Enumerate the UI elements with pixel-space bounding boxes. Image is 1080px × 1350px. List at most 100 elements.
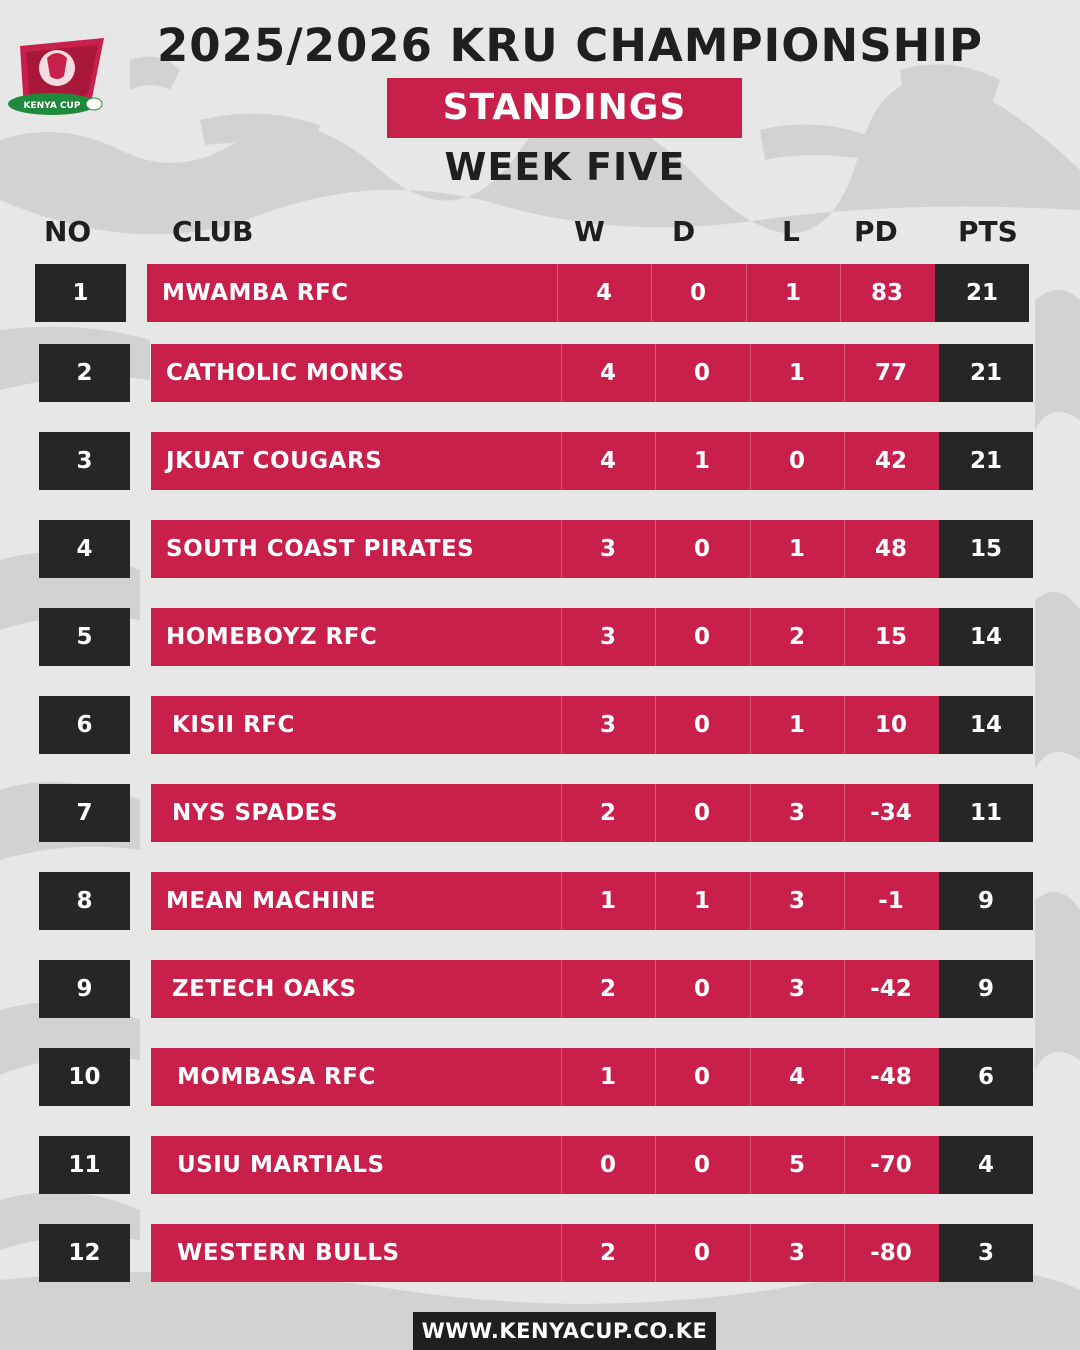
column-header-w: W — [574, 215, 605, 248]
wins-cell: 0 — [599, 1152, 616, 1178]
column-divider — [561, 520, 562, 578]
wins-cell: 3 — [599, 712, 616, 738]
points-cell: 9 — [939, 872, 1033, 930]
club-band — [151, 960, 939, 1018]
column-header-d: D — [672, 215, 696, 248]
points-cell: 21 — [939, 432, 1033, 490]
table-row: 5 HOMEBOYZ RFC 3 0 2 15 14 — [0, 608, 1080, 666]
losses-cell: 4 — [788, 1064, 805, 1090]
draws-cell: 0 — [693, 624, 710, 650]
column-divider — [561, 608, 562, 666]
points-cell: 9 — [939, 960, 1033, 1018]
column-divider — [750, 872, 751, 930]
draws-cell: 0 — [693, 800, 710, 826]
club-band — [147, 264, 935, 322]
column-divider — [844, 696, 845, 754]
points-difference-cell: 15 — [874, 624, 907, 650]
column-header-pd: PD — [854, 215, 898, 248]
wins-cell: 2 — [599, 800, 616, 826]
column-divider — [844, 1048, 845, 1106]
points-difference-cell: 10 — [874, 712, 907, 738]
column-divider — [655, 960, 656, 1018]
column-divider — [750, 696, 751, 754]
points-cell: 14 — [939, 608, 1033, 666]
column-divider — [557, 264, 558, 322]
points-difference-cell: 77 — [874, 360, 907, 386]
column-divider — [561, 960, 562, 1018]
points-difference-cell: -1 — [878, 888, 904, 914]
draws-cell: 0 — [693, 712, 710, 738]
losses-cell: 1 — [784, 280, 801, 306]
wins-cell: 3 — [599, 536, 616, 562]
table-row: 3 JKUAT COUGARS 4 1 0 42 21 — [0, 432, 1080, 490]
column-divider — [750, 344, 751, 402]
table-row: 8 MEAN MACHINE 1 1 3 -1 9 — [0, 872, 1080, 930]
rank-cell: 6 — [39, 696, 130, 754]
rank-cell: 2 — [39, 344, 130, 402]
losses-cell: 0 — [788, 448, 805, 474]
draws-cell: 1 — [693, 888, 710, 914]
website-url: WWW.KENYACUP.CO.KE — [413, 1312, 716, 1350]
losses-cell: 3 — [788, 888, 805, 914]
column-divider — [750, 960, 751, 1018]
club-band — [151, 344, 939, 402]
logo-text: KENYA CUP — [24, 101, 81, 111]
club-band — [151, 520, 939, 578]
column-divider — [655, 344, 656, 402]
wins-cell: 1 — [599, 888, 616, 914]
column-divider — [655, 608, 656, 666]
column-divider — [844, 872, 845, 930]
column-divider — [746, 264, 747, 322]
column-divider — [750, 1224, 751, 1282]
points-cell: 4 — [939, 1136, 1033, 1194]
club-name-cell: MOMBASA RFC — [177, 1064, 376, 1090]
club-name-cell: JKUAT COUGARS — [166, 448, 383, 474]
club-name-cell: MWAMBA RFC — [162, 280, 349, 306]
club-name-cell: ZETECH OAKS — [172, 976, 357, 1002]
draws-cell: 1 — [693, 448, 710, 474]
losses-cell: 2 — [788, 624, 805, 650]
column-divider — [750, 432, 751, 490]
club-name-cell: HOMEBOYZ RFC — [166, 624, 378, 650]
column-divider — [561, 344, 562, 402]
column-divider — [750, 520, 751, 578]
column-divider — [655, 1136, 656, 1194]
column-divider — [561, 872, 562, 930]
column-header-no: NO — [44, 215, 92, 248]
rank-cell: 3 — [39, 432, 130, 490]
column-header-l: L — [782, 215, 800, 248]
club-name-cell: SOUTH COAST PIRATES — [166, 536, 475, 562]
club-name-cell: MEAN MACHINE — [166, 888, 376, 914]
points-cell: 21 — [935, 264, 1029, 322]
column-divider — [655, 520, 656, 578]
club-name-cell: CATHOLIC MONKS — [166, 360, 405, 386]
table-row: 7 NYS SPADES 2 0 3 -34 11 — [0, 784, 1080, 842]
points-cell: 11 — [939, 784, 1033, 842]
column-divider — [655, 872, 656, 930]
column-divider — [844, 1224, 845, 1282]
column-divider — [844, 960, 845, 1018]
rank-cell: 9 — [39, 960, 130, 1018]
column-divider — [651, 264, 652, 322]
losses-cell: 3 — [788, 800, 805, 826]
losses-cell: 1 — [788, 360, 805, 386]
points-difference-cell: -80 — [870, 1240, 912, 1266]
wins-cell: 4 — [599, 360, 616, 386]
column-divider — [561, 1048, 562, 1106]
column-divider — [750, 1048, 751, 1106]
wins-cell: 3 — [599, 624, 616, 650]
draws-cell: 0 — [693, 976, 710, 1002]
club-band — [151, 1136, 939, 1194]
column-divider — [844, 784, 845, 842]
column-divider — [750, 1136, 751, 1194]
rank-cell: 5 — [39, 608, 130, 666]
table-row: 1 MWAMBA RFC 4 0 1 83 21 — [0, 264, 1080, 322]
losses-cell: 5 — [788, 1152, 805, 1178]
points-cell: 6 — [939, 1048, 1033, 1106]
draws-cell: 0 — [689, 280, 706, 306]
column-header-club: CLUB — [172, 215, 254, 248]
column-divider — [655, 1048, 656, 1106]
points-difference-cell: -48 — [870, 1064, 912, 1090]
losses-cell: 3 — [788, 976, 805, 1002]
column-divider — [750, 608, 751, 666]
